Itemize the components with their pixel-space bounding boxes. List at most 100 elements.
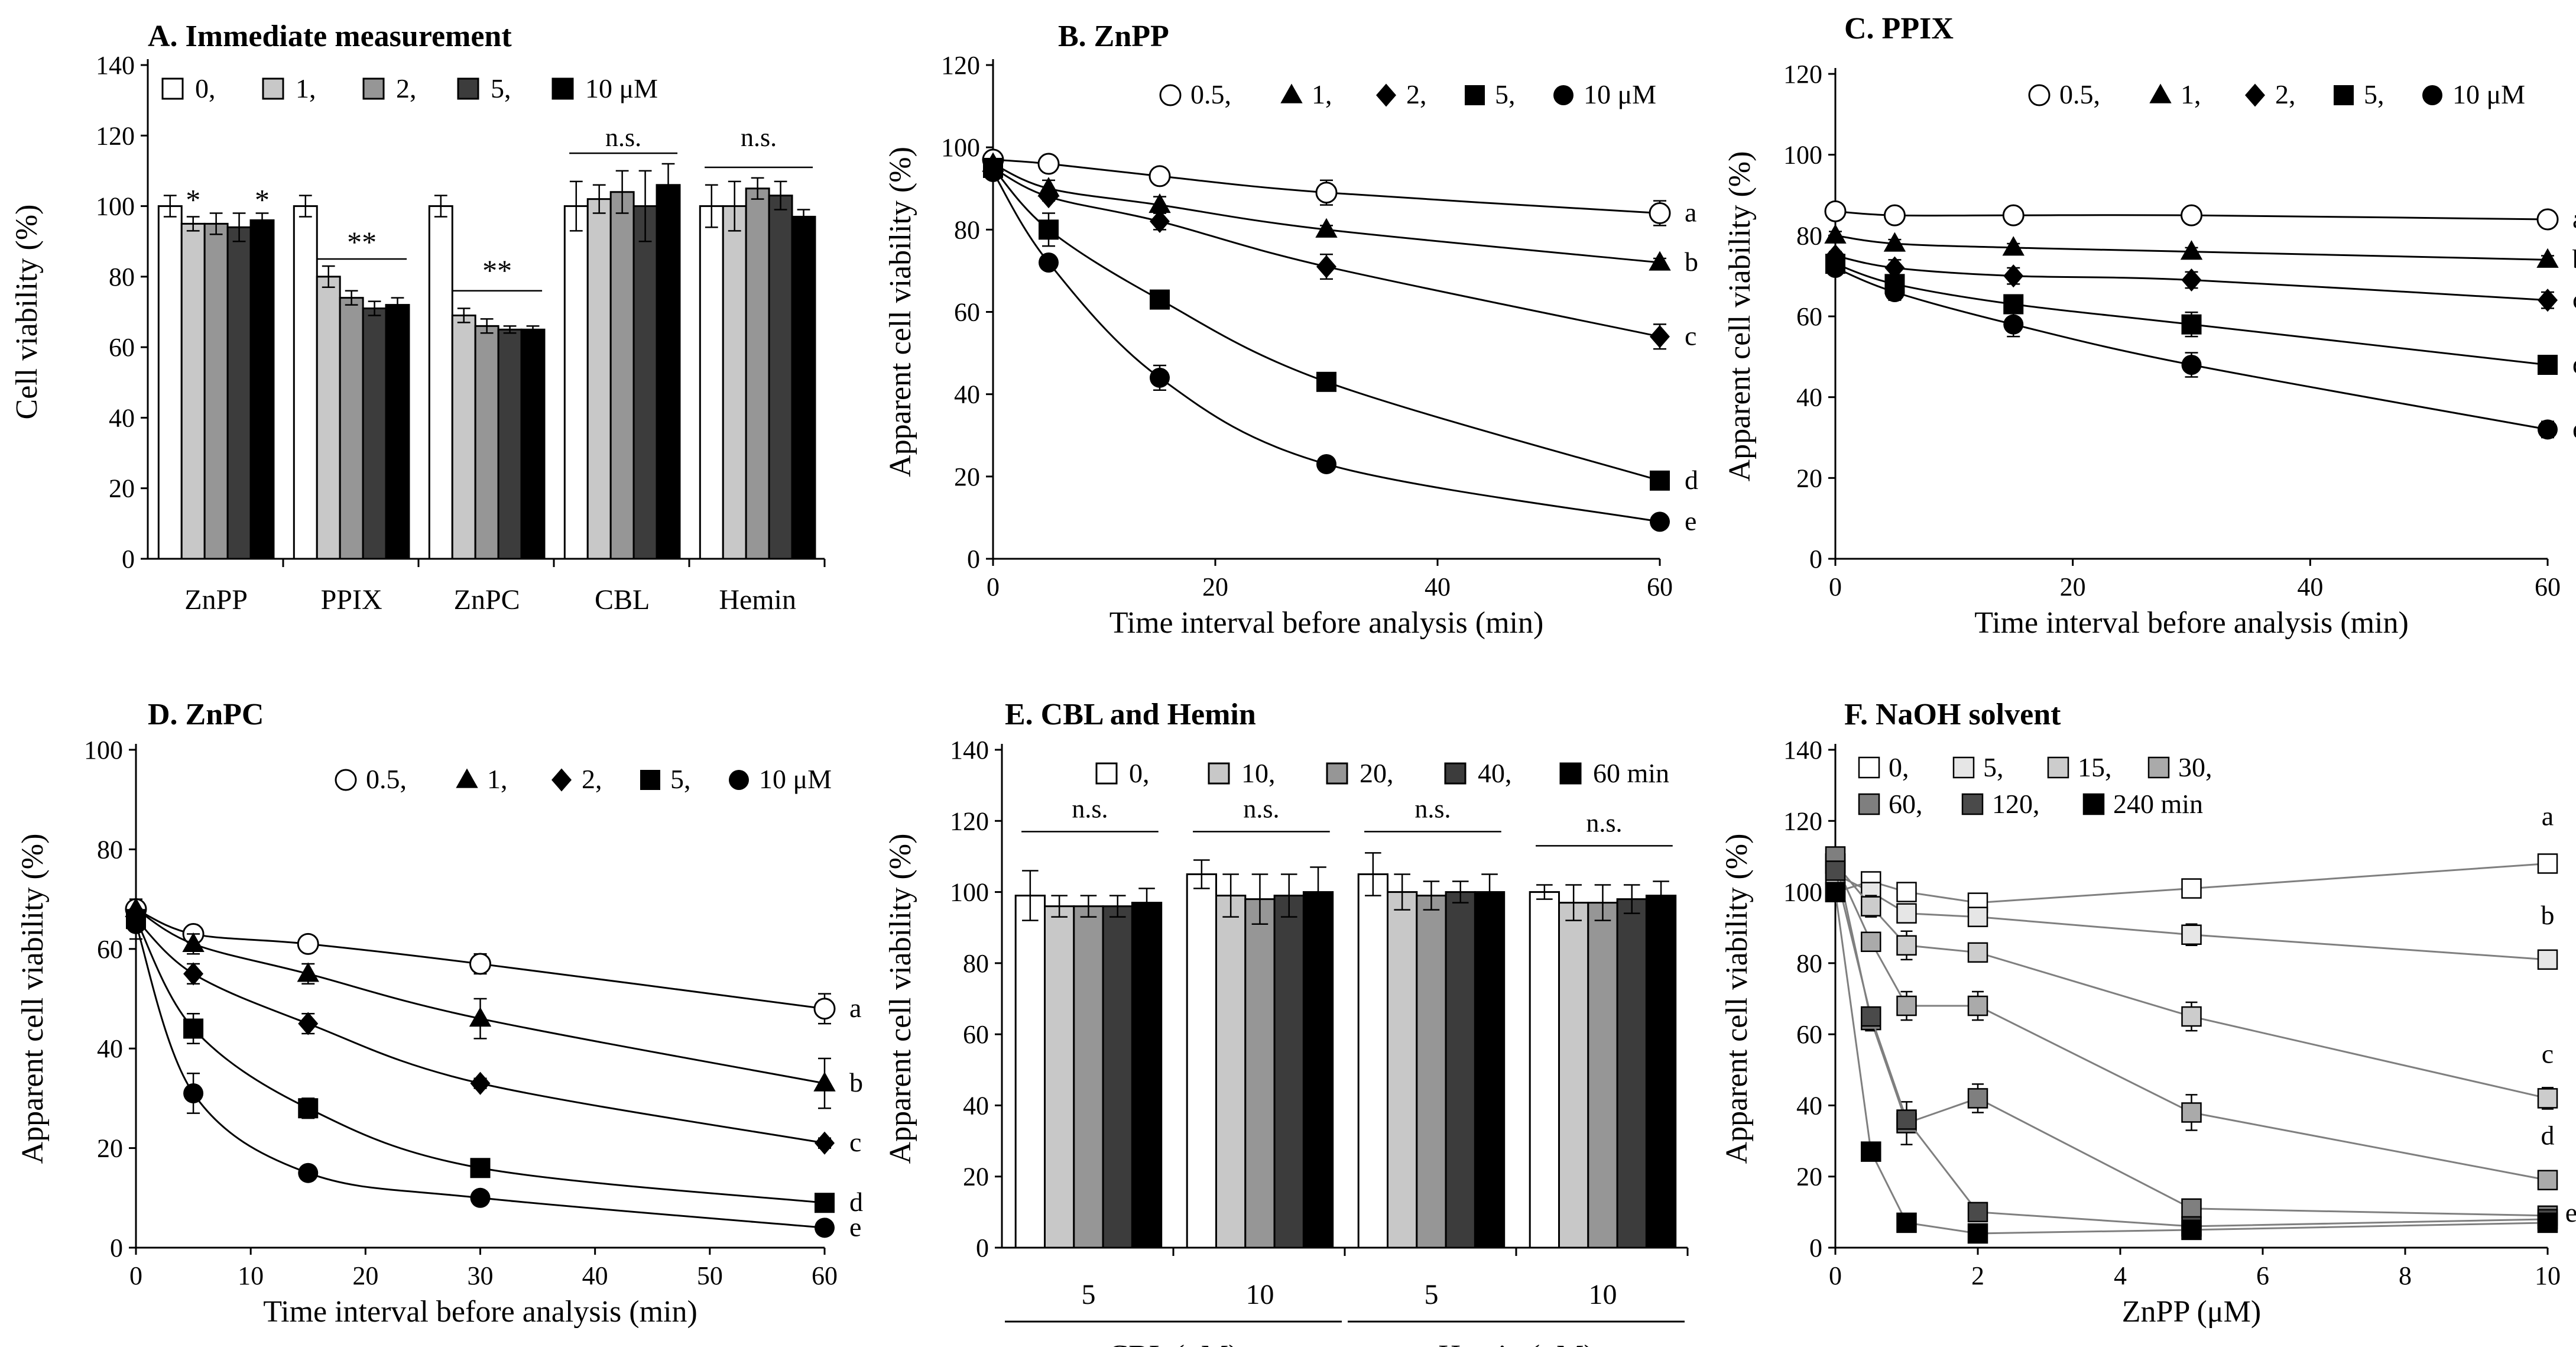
data-point: [1967, 1223, 1988, 1244]
data-point: [2181, 204, 2202, 226]
data-point: [1553, 85, 1573, 105]
data-point: [1465, 85, 1485, 105]
y-tick-label: 80: [109, 263, 135, 292]
y-tick-label: 100: [950, 878, 989, 907]
x-tick-label: 20: [2060, 572, 2086, 601]
x-axis-label: Time interval before analysis (min): [1109, 606, 1544, 640]
x-tick-label: ZnPP: [184, 584, 248, 616]
y-axis-label: Apparent cell viability (%): [884, 834, 917, 1164]
legend-label: 10,: [1241, 758, 1276, 788]
panel-B: 0 20 40 60 80 100 120 Apparent cell viability (…: [884, 20, 1698, 640]
data-point: [1649, 251, 1671, 271]
data-point: [1650, 511, 1670, 532]
bar: [1273, 895, 1305, 1249]
data-point: [2181, 1198, 2202, 1219]
data-point: [1150, 209, 1170, 233]
data-point: [1376, 83, 1396, 107]
data-point: [1150, 289, 1170, 310]
legend-swatch: [1208, 762, 1230, 785]
x-tick-label: 5: [1081, 1279, 1095, 1310]
data-point: [1315, 218, 1338, 238]
series-line: [1834, 856, 2548, 1217]
x-tick-label: 60: [1647, 572, 1673, 601]
series-end-label: c: [2572, 284, 2576, 315]
data-point: [551, 768, 572, 792]
x-tick-label: 60: [812, 1261, 838, 1290]
bar: [1302, 891, 1334, 1249]
data-point: [983, 161, 1003, 182]
y-tick-label: 20: [1796, 1163, 1822, 1191]
legend-swatch: [1858, 793, 1880, 815]
bar: [293, 205, 318, 560]
y-tick-label: 60: [109, 333, 135, 362]
panel-title: C. PPIX: [1844, 12, 1954, 46]
series-line: [1834, 892, 2548, 1235]
bar: [316, 276, 341, 560]
data-point: [1824, 224, 1847, 244]
y-tick-label: 20: [1796, 464, 1822, 493]
legend-label: 60 min: [1593, 758, 1669, 788]
x-tick-label: 5: [1424, 1279, 1438, 1310]
legend-label: 10 μM: [585, 73, 658, 103]
data-point: [2181, 1102, 2202, 1123]
data-point: [2537, 949, 2558, 970]
data-point: [2334, 85, 2354, 105]
data-point: [2536, 208, 2559, 231]
y-axis-label: Apparent cell viability (%): [1720, 834, 1754, 1164]
data-point: [1825, 860, 1846, 881]
bar: [249, 219, 275, 560]
y-tick-label: 80: [1796, 221, 1822, 250]
y-tick-label: 40: [954, 380, 980, 409]
data-point: [2002, 236, 2025, 256]
data-point: [2537, 1088, 2558, 1109]
data-point: [297, 962, 319, 982]
bar: [745, 187, 770, 560]
data-point: [2245, 83, 2265, 107]
y-tick-label: 140: [1783, 736, 1822, 765]
x-tick-label: 6: [2256, 1261, 2269, 1290]
data-point: [298, 1098, 319, 1119]
legend-label: 30,: [2178, 752, 2212, 782]
data-point: [1159, 84, 1182, 106]
legend-swatch: [1559, 762, 1582, 785]
data-point: [2537, 1170, 2558, 1190]
data-point: [2002, 204, 2025, 226]
series-end-label: e: [2565, 1197, 2576, 1228]
legend: 0.5, 1, 2, 5, 10 μM: [2028, 79, 2525, 109]
bar: [586, 198, 612, 560]
panel-title: B. ZnPP: [1058, 20, 1169, 53]
legend: 0.5, 1, 2, 5, 10 μM: [1159, 79, 1656, 109]
series-line: [1834, 863, 2548, 1099]
y-tick-label: 100: [96, 192, 135, 221]
data-point: [1316, 255, 1336, 279]
data-point: [2422, 85, 2442, 105]
x-tick-label: 2: [1971, 1261, 1984, 1290]
panel-A: 0 20 40 60 80 100 120 140 Cell viability (%) A. I…: [10, 20, 826, 616]
legend-label: 40,: [1478, 758, 1512, 788]
y-tick-label: 120: [1783, 60, 1822, 89]
series-end-label: b: [1685, 247, 1698, 277]
y-tick-label: 20: [109, 474, 135, 503]
x-tick-label: ZnPC: [454, 584, 520, 616]
y-tick-label: 60: [954, 298, 980, 327]
legend-label: 60,: [1889, 789, 1923, 819]
bar: [157, 205, 183, 560]
data-point: [183, 962, 204, 986]
x-tick-label: 20: [1202, 572, 1228, 601]
x-tick-label: 10: [1588, 1279, 1617, 1310]
data-point: [1967, 1202, 1988, 1223]
significance-label: **: [347, 225, 377, 258]
y-tick-label: 40: [97, 1034, 123, 1063]
group-label: Hemin (μM): [1438, 1339, 1594, 1347]
bar: [722, 205, 747, 560]
y-tick-label: 80: [97, 835, 123, 864]
y-tick-label: 60: [1796, 302, 1822, 331]
panel-E: 0 20 40 60 80 100 120 140 Apparent cell viabilit…: [884, 698, 1689, 1347]
data-point: [1896, 995, 1917, 1016]
significance-label: n.s.: [1243, 794, 1279, 823]
y-tick-label: 0: [1809, 545, 1822, 574]
legend-swatch: [1095, 762, 1118, 785]
series-line: [1835, 267, 2548, 430]
series-end-label: a: [2572, 203, 2576, 234]
